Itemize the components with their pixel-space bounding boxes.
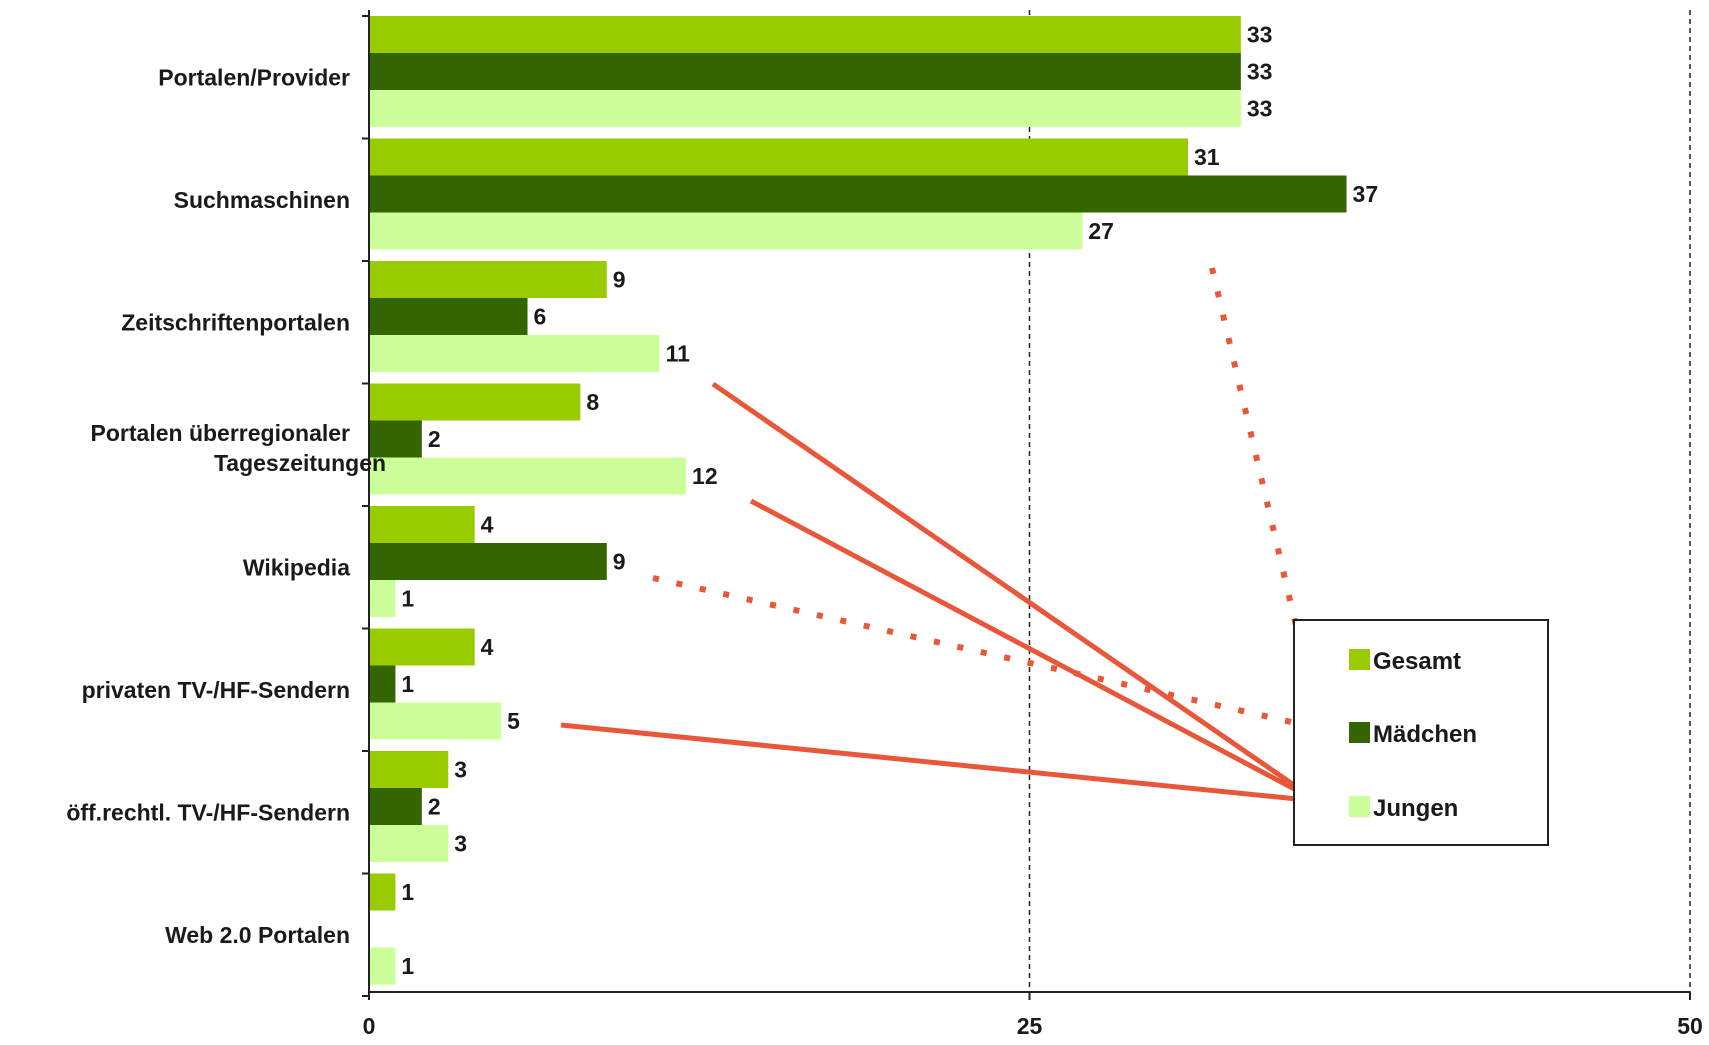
value-label: 33 [1247,96,1273,122]
category-label: Web 2.0 Portalen [165,922,350,948]
value-label: 2 [428,426,441,452]
legend-swatch-gesamt [1349,649,1370,670]
value-label: 8 [586,389,599,415]
bar-jungen-6 [369,825,449,862]
legend-swatch-jungen [1349,796,1370,817]
x-tick-label: 0 [363,1013,376,1039]
bar-mädchen-4 [369,543,607,580]
value-label: 37 [1353,181,1379,207]
bar-gesamt-2 [369,261,607,298]
value-label: 3 [454,831,467,857]
bar-gesamt-4 [369,506,475,543]
bar-gesamt-1 [369,138,1189,176]
bar-jungen-3 [369,457,687,495]
axes: Portalen/Provider Suchmaschinen Zeitschrif… [66,10,1703,1039]
legend: Gesamt Mädchen Jungen [1293,619,1549,846]
value-label: 2 [428,794,441,820]
annotation-lines [560,267,1323,804]
value-label: 33 [1247,59,1273,85]
category-label: Tageszeitungen [214,450,386,476]
category-label: Suchmaschinen [174,187,350,213]
bar-mädchen-5 [369,665,396,703]
category-label: öff.rechtl. TV-/HF-Sendern [66,799,350,825]
value-label: 4 [481,634,494,660]
category-label: privaten TV-/HF-Sendern [82,677,350,703]
value-label: 11 [666,341,691,367]
value-label: 4 [481,512,494,538]
x-tick-label: 50 [1677,1013,1703,1039]
category-label: Portalen/Provider [158,64,350,90]
value-label: 3 [454,757,467,783]
value-label: 33 [1247,22,1273,48]
value-label: 9 [613,549,626,575]
bar-mädchen-0 [369,53,1241,90]
bar-jungen-4 [369,580,396,617]
value-label: 9 [613,267,626,293]
bar-jungen-7 [369,947,396,985]
legend-label-gesamt: Gesamt [1373,648,1461,675]
value-label: 31 [1194,144,1220,170]
category-label: Zeitschriftenportalen [121,309,350,335]
value-label: 1 [401,879,414,905]
bar-jungen-0 [369,90,1241,127]
value-label: 1 [401,671,414,697]
category-label: Portalen überregionaler [91,420,351,446]
x-tick-label: 25 [1017,1013,1043,1039]
annotation-dotted-line [652,575,1319,731]
bar-jungen-2 [369,335,660,372]
bar-jungen-5 [369,702,502,740]
legend-box [1293,619,1549,846]
annotation-solid-line [711,381,1319,804]
value-label: 6 [534,304,547,330]
bar-gesamt-0 [369,16,1241,53]
bar-gesamt-3 [369,383,581,421]
value-label: 5 [507,708,520,734]
bar-mädchen-3 [369,420,422,458]
value-label: 12 [692,463,718,489]
bar-mädchen-2 [369,298,528,335]
legend-label-mädchen: Mädchen [1373,721,1477,748]
value-label: 27 [1088,218,1114,244]
bar-jungen-1 [369,212,1083,250]
legend-swatch-mädchen [1349,722,1370,743]
value-label: 1 [401,953,414,979]
annotation-solid-line [749,498,1319,804]
annotation-solid-line [560,722,1318,804]
bar-mädchen-1 [369,175,1347,213]
bar-gesamt-5 [369,628,475,666]
bar-gesamt-7 [369,873,396,911]
category-label: Wikipedia [243,554,350,580]
legend-label-jungen: Jungen [1373,795,1458,822]
bar-gesamt-6 [369,751,449,788]
value-label: 1 [401,586,414,612]
bar-mädchen-6 [369,788,422,825]
